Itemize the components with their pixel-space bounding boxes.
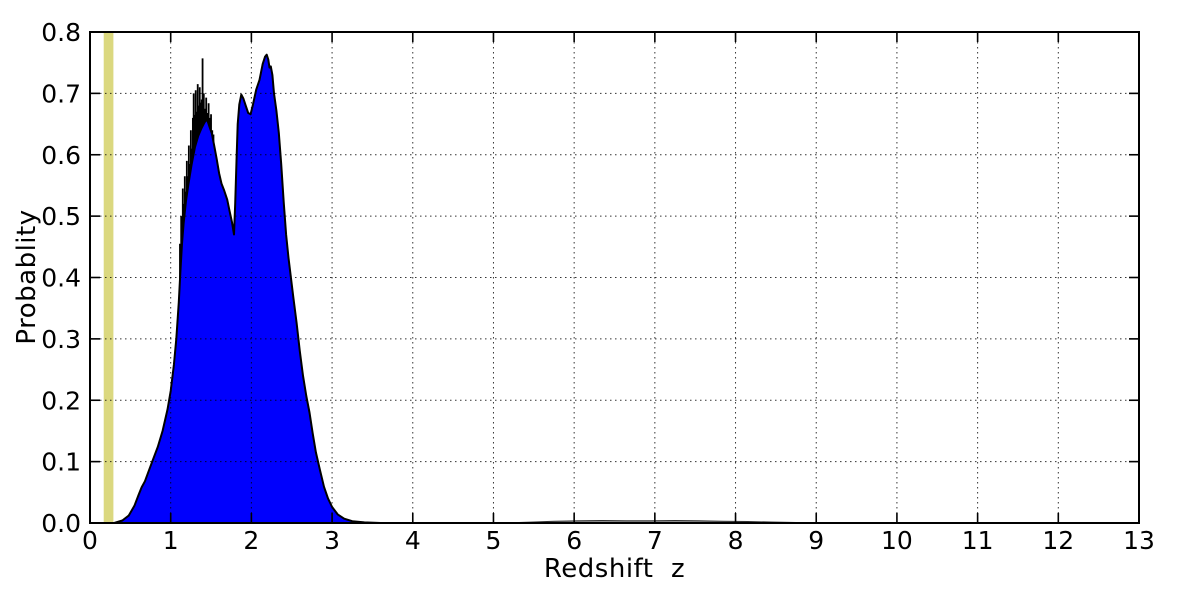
x-tick-label: 2	[243, 526, 259, 555]
y-axis-label: Probablity	[12, 209, 42, 345]
x-tick-label: 9	[808, 526, 824, 555]
pdf-area	[113, 53, 382, 524]
y-tick-label: 0.8	[41, 18, 81, 47]
x-tick-label: 4	[405, 526, 421, 555]
x-tick-label: 1	[163, 526, 179, 555]
y-tick-label: 0.0	[41, 509, 81, 538]
y-tick-label: 0.3	[41, 325, 81, 354]
x-tick-label: 6	[566, 526, 582, 555]
y-tick-label: 0.4	[41, 264, 81, 293]
y-tick-label: 0.7	[41, 79, 81, 108]
x-tick-label: 13	[1123, 526, 1155, 555]
axes-frame	[89, 31, 1140, 524]
y-tick-label: 0.6	[41, 141, 81, 170]
x-tick-label: 7	[647, 526, 663, 555]
y-tick-label: 0.1	[41, 448, 81, 477]
y-tick-label: 0.2	[41, 386, 81, 415]
x-tick-label: 11	[962, 526, 994, 555]
x-tick-label: 5	[486, 526, 502, 555]
x-tick-label: 3	[324, 526, 340, 555]
x-tick-label: 12	[1042, 526, 1074, 555]
x-tick-label: 8	[728, 526, 744, 555]
x-tick-label: 10	[881, 526, 913, 555]
x-tick-label: 0	[82, 526, 98, 555]
x-axis-label: Redshift z	[543, 554, 686, 584]
y-tick-label: 0.5	[41, 202, 81, 231]
highlight-band	[103, 32, 114, 523]
